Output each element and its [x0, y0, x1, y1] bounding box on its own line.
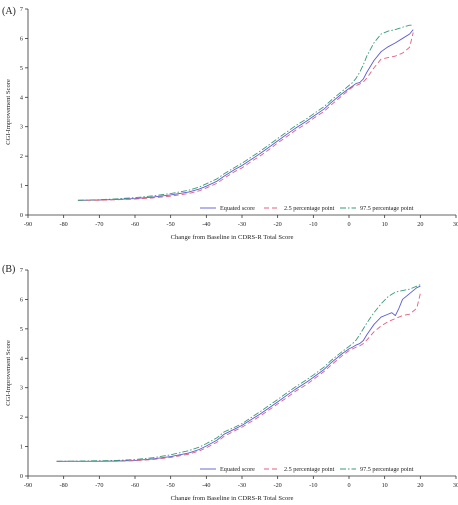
y-tick-label: 0: [20, 212, 23, 219]
x-tick-label: -50: [167, 482, 175, 489]
legend-label: 2.5 percentage point: [284, 205, 335, 212]
x-tick-label: -10: [309, 482, 317, 489]
x-tick-label: -40: [202, 221, 210, 228]
y-tick-label: 1: [20, 444, 23, 451]
y-tick-label: 4: [20, 94, 23, 101]
x-tick-label: -70: [95, 482, 103, 489]
series-line-lower-2-5-percent: [77, 32, 414, 201]
chart-panel-a: (A) 0 1 2 3 4 5 6 7 -90 -80 -70 -60 -50 -40 -30 -20 -10 0 1…: [2, 6, 458, 241]
x-tick-label: -10: [309, 221, 317, 228]
x-tick-label: 30: [453, 482, 458, 489]
y-tick-label: 7: [20, 6, 23, 13]
legend-label: 97.5 percentage point: [360, 205, 414, 212]
x-tick-label: -90: [24, 221, 32, 228]
x-tick-label: -50: [167, 221, 175, 228]
y-tick-label: 1: [20, 183, 23, 190]
y-tick-label: 3: [20, 385, 23, 392]
y-tick-label: 6: [20, 35, 23, 42]
y-tick-label: 3: [20, 124, 23, 131]
x-axis-title: Change from Baseline in CDRS-R Total Sco…: [171, 234, 294, 241]
x-tick-label: 20: [417, 482, 423, 489]
y-axis-title: CGI-Improvement Score: [5, 340, 12, 406]
chart-panel-b: (B) 0 1 2 3 4 5 6 7 -90 -80 -70 -60 -50 -40 -30 -20 -10 0 1…: [2, 264, 458, 502]
x-tick-label: 10: [382, 482, 388, 489]
x-tick-label: -80: [60, 482, 68, 489]
x-tick-label: -20: [274, 221, 282, 228]
x-tick-label: -20: [274, 482, 282, 489]
legend-label: Equated score: [220, 466, 255, 473]
panel-label: (A): [2, 6, 16, 17]
y-tick-label: 7: [20, 267, 23, 274]
y-axis-title: CGI-Improvement Score: [5, 79, 12, 145]
x-tick-label: -70: [95, 221, 103, 228]
x-tick-label: -60: [131, 221, 139, 228]
series-line-upper-97-5-percent: [56, 284, 421, 462]
x-tick-label: -60: [131, 482, 139, 489]
x-tick-label: 20: [417, 221, 423, 228]
x-tick-label: -30: [238, 482, 246, 489]
legend-label: 2.5 percentage point: [284, 466, 335, 473]
series-line-equated-score: [56, 285, 421, 462]
legend-label: 97.5 percentage point: [360, 466, 414, 473]
x-tick-label: -90: [24, 482, 32, 489]
y-tick-label: 5: [20, 65, 23, 72]
y-tick-label: 6: [20, 296, 23, 303]
series-line-equated-score: [77, 29, 414, 201]
y-tick-label: 5: [20, 326, 23, 333]
x-tick-label: 10: [382, 221, 388, 228]
y-tick-label: 2: [20, 153, 23, 160]
x-tick-label: -30: [238, 221, 246, 228]
x-tick-label: -40: [202, 482, 210, 489]
legend-label: Equated score: [220, 205, 255, 212]
y-tick-label: 4: [20, 355, 23, 362]
panel-label: (B): [2, 264, 15, 275]
y-tick-label: 2: [20, 414, 23, 421]
x-tick-label: 0: [347, 221, 350, 228]
x-tick-label: -80: [60, 221, 68, 228]
series-line-upper-97-5-percent: [77, 24, 414, 201]
x-axis-title: Change from Baseline in CDRS-R Total Sco…: [171, 495, 294, 500]
x-tick-label: 30: [453, 221, 458, 228]
series-line-lower-2-5-percent: [56, 293, 421, 462]
x-tick-label: 0: [347, 482, 350, 489]
y-tick-label: 0: [20, 473, 23, 480]
